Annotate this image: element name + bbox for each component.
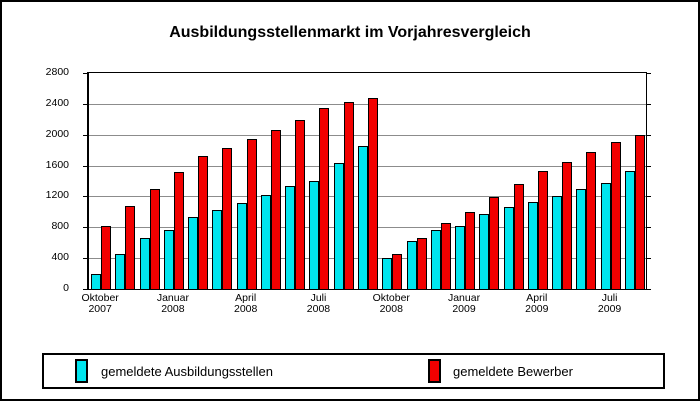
bar-bewerber-september-2008: [368, 98, 378, 289]
bar-ausbildungsstellen-januar-2008: [163, 230, 174, 289]
y-tick-right-400: [647, 258, 651, 260]
y-tick-left-2000: [83, 134, 87, 136]
bar-ausbildungsstellen-dezember-2007: [139, 238, 150, 289]
y-tick-left-2800: [83, 73, 87, 74]
gridline-2000: [89, 134, 646, 136]
bar-ausbildungsstellen-april-2008: [236, 203, 247, 289]
bar-ausbildungsstellen-august-2008: [333, 163, 344, 289]
bar-bewerber-august-2009: [634, 135, 645, 289]
y-tick-right-0: [647, 289, 651, 290]
bar-ausbildungsstellen-november-2008: [406, 241, 417, 289]
x-axis-label-januar-2009: Januar 2009: [447, 292, 481, 315]
bar-ausbildungsstellen-februar-2008: [188, 217, 199, 289]
y-axis-label-800: 800: [51, 220, 69, 233]
y-axis-label-2800: 2800: [45, 66, 69, 78]
y-axis-label-1200: 1200: [45, 189, 69, 202]
bar-bewerber-januar-2009: [465, 212, 476, 289]
bar-bewerber-dezember-2007: [149, 189, 160, 289]
bar-ausbildungsstellen-märz-2008: [212, 210, 223, 289]
bar-bewerber-oktober-2008: [392, 254, 403, 289]
x-axis-label-juli-2008: Juli 2008: [306, 292, 331, 315]
legend-swatch-bewerber: [428, 359, 441, 383]
bar-bewerber-november-2008: [416, 238, 427, 289]
x-axis-label-april-2008: April 2008: [234, 292, 258, 315]
bar-ausbildungsstellen-april-2009: [527, 202, 538, 289]
y-tick-left-800: [83, 227, 87, 229]
bar-bewerber-februar-2009: [489, 197, 500, 289]
bar-ausbildungsstellen-november-2007: [115, 254, 126, 289]
y-axis-label-1600: 1600: [45, 158, 69, 171]
bar-bewerber-juni-2009: [586, 152, 597, 289]
bar-bewerber-märz-2009: [513, 184, 524, 289]
y-axis-label-2000: 2000: [45, 127, 69, 140]
y-tick-left-1200: [83, 196, 87, 198]
bar-bewerber-mai-2008: [270, 130, 281, 289]
bar-ausbildungsstellen-september-2008: [358, 146, 368, 289]
y-tick-left-0: [83, 289, 87, 290]
bar-bewerber-februar-2008: [198, 156, 209, 289]
x-axis-label-oktober-2007: Oktober 2007: [81, 292, 119, 315]
bar-bewerber-dezember-2008: [440, 223, 451, 289]
bar-ausbildungsstellen-oktober-2007: [91, 274, 102, 289]
bar-bewerber-juni-2008: [295, 120, 306, 289]
bar-ausbildungsstellen-februar-2009: [479, 214, 490, 289]
bar-bewerber-mai-2009: [562, 162, 573, 289]
bar-bewerber-märz-2008: [222, 148, 233, 289]
y-tick-right-800: [647, 227, 651, 229]
plot-area: [83, 72, 651, 290]
bar-ausbildungsstellen-januar-2009: [455, 226, 466, 289]
y-axis-label-2400: 2400: [45, 96, 69, 109]
bar-ausbildungsstellen-august-2009: [624, 171, 635, 289]
legend-label-ausbildungsstellen: gemeldete Ausbildungsstellen: [101, 364, 274, 379]
bar-ausbildungsstellen-juli-2009: [600, 183, 611, 289]
bar-ausbildungsstellen-märz-2009: [503, 207, 514, 289]
y-tick-right-2400: [647, 103, 651, 105]
x-axis-label-januar-2008: Januar 2008: [156, 292, 189, 315]
bar-bewerber-april-2008: [246, 139, 257, 289]
gridline-2400: [89, 103, 646, 105]
y-axis-label-400: 400: [51, 251, 69, 264]
bar-bewerber-juli-2008: [319, 108, 330, 289]
bar-bewerber-juli-2009: [610, 142, 621, 289]
y-tick-right-2000: [647, 134, 651, 136]
bar-ausbildungsstellen-juni-2008: [285, 186, 296, 289]
chart-title: Ausbildungsstellenmarkt im Vorjahresverg…: [169, 24, 531, 41]
y-axis-label-0: 0: [63, 282, 69, 294]
bar-ausbildungsstellen-dezember-2008: [430, 230, 441, 289]
y-tick-left-1600: [83, 165, 87, 167]
bar-bewerber-august-2008: [343, 102, 354, 289]
y-tick-right-1600: [647, 165, 651, 167]
bar-bewerber-november-2007: [125, 206, 136, 289]
y-tick-left-400: [83, 258, 87, 260]
x-axis-label-oktober-2008: Oktober 2008: [372, 292, 410, 315]
bar-ausbildungsstellen-oktober-2008: [382, 258, 393, 289]
y-tick-right-1200: [647, 196, 651, 198]
bar-ausbildungsstellen-mai-2008: [260, 195, 271, 289]
legend-swatch-ausbildungsstellen: [75, 359, 88, 383]
y-tick-right-2800: [647, 73, 651, 74]
y-tick-left-2400: [83, 103, 87, 105]
x-axis-label-juli-2009: Juli 2009: [597, 292, 622, 315]
x-axis-label-april-2009: April 2009: [525, 292, 549, 315]
legend: gemeldete Ausbildungsstellen gemeldete B…: [42, 353, 665, 389]
bar-ausbildungsstellen-juli-2008: [309, 181, 320, 289]
bar-ausbildungsstellen-juni-2009: [576, 189, 587, 289]
bar-bewerber-januar-2008: [173, 172, 184, 289]
legend-label-bewerber: gemeldete Bewerber: [453, 364, 573, 379]
bar-ausbildungsstellen-mai-2009: [552, 196, 563, 289]
bar-bewerber-oktober-2007: [101, 226, 112, 289]
bar-bewerber-april-2009: [537, 171, 548, 289]
